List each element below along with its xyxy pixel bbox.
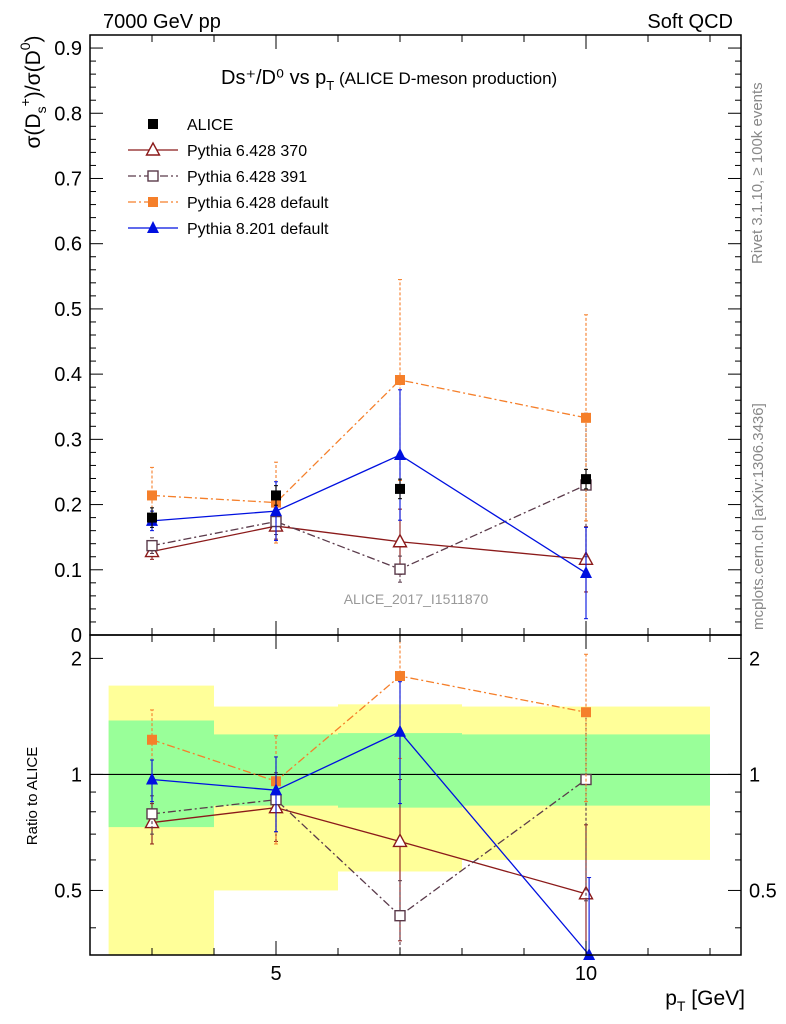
- legend-label-p370: Pythia 6.428 370: [187, 143, 307, 160]
- main-point-p8def-1: [270, 504, 282, 517]
- legend-label-p8def: Pythia 8.201 default: [187, 221, 329, 238]
- main-ytick-label: 0.1: [54, 560, 82, 582]
- main-ylabel: σ(Ds+)/σ(D0): [17, 35, 49, 148]
- legend-marker-alice: [148, 119, 158, 129]
- main-ytick-label: 0.2: [54, 495, 82, 517]
- title-sub: T: [326, 78, 334, 93]
- ratio-point-p6def-3: [581, 707, 591, 718]
- main-ytick-label: 0.6: [54, 234, 82, 256]
- main-point-p391-0: [146, 539, 158, 552]
- ratio-point-p391-2: [394, 909, 406, 922]
- legend-entry-p8def: Pythia 8.201 default: [128, 221, 329, 238]
- svg-text:σ(Ds+)/σ(D0): σ(Ds+)/σ(D0): [17, 35, 49, 148]
- main-ytick-label: 0: [71, 625, 82, 647]
- ratio-line-p370: [151, 806, 587, 895]
- ratio-ytick-label: 2: [71, 648, 82, 670]
- legend: ALICE Pythia 6.428 370 Pythia 6.428 391 Pyt…: [128, 117, 329, 238]
- ratio-point-p8def-3: [583, 948, 596, 960]
- main-point-p6def-3: [581, 412, 591, 423]
- title-main: Ds⁺/D⁰ vs p: [221, 67, 326, 89]
- main-point-p8def-2: [394, 448, 406, 460]
- legend-marker-p391: [147, 170, 159, 182]
- main-line-p8def: [151, 454, 587, 574]
- ratio-uncertainty-bands: [108, 685, 710, 955]
- main-point-p370-2: [392, 533, 408, 548]
- legend-marker-p370: [145, 141, 161, 156]
- axes-group: 0 0.1 0.2 0.3 0.4 0.5 0.6 0.7 0.8 0.9 5 10 0.5 0.5 1 1 2…: [54, 34, 777, 985]
- main-title: Ds⁺/D⁰ vs pT (ALICE D-meson production): [221, 67, 557, 93]
- mcplots-reference-label: mcplots.cern.ch [arXiv:1306.3436]: [750, 403, 767, 630]
- band-inner-0: [108, 720, 214, 828]
- analysis-watermark: ALICE_2017_I1511870: [344, 591, 489, 607]
- main-ytick-label: 0.3: [54, 429, 82, 451]
- main-series-p370: [144, 508, 594, 593]
- main-point-p391-2: [394, 563, 406, 575]
- legend-label-p391: Pythia 6.428 391: [187, 169, 307, 186]
- ratio-line-p391: [151, 778, 587, 917]
- main-line-p391: [151, 484, 587, 570]
- header-category-label: Soft QCD: [647, 11, 733, 33]
- svg-text:Ds⁺/D⁰ vs pT (ALICE D-meson pr: Ds⁺/D⁰ vs pT (ALICE D-meson production): [221, 67, 557, 93]
- svg-text:pT [GeV]: pT [GeV]: [665, 987, 745, 1014]
- main-series-p6def: [147, 279, 591, 544]
- legend-entry-alice: ALICE: [148, 117, 233, 134]
- main-series-alice: [147, 468, 591, 528]
- main-ytick-label: 0.8: [54, 103, 82, 125]
- legend-entry-p6def: Pythia 6.428 default: [128, 195, 329, 212]
- main-line-p370: [151, 525, 587, 560]
- x-axis-label: pT [GeV]: [665, 987, 745, 1014]
- ratio-xtick-label: 10: [575, 963, 597, 985]
- header-energy-label: 7000 GeV pp: [103, 11, 221, 33]
- main-series-p8def: [146, 389, 592, 620]
- main-series-p391: [146, 412, 592, 583]
- ratio-series-p8def: [146, 681, 596, 960]
- ratio-ylabel: Ratio to ALICE: [24, 747, 41, 845]
- main-ytick-label: 0.9: [54, 38, 82, 60]
- ratio-series-group: [144, 634, 596, 960]
- ratio-ytick-label-right: 2: [749, 648, 760, 670]
- ratio-point-p8def-0: [146, 772, 158, 785]
- main-point-p6def-2: [395, 375, 405, 385]
- ratio-point-p6def-0: [147, 734, 157, 745]
- main-ytick-label: 0.4: [54, 364, 82, 386]
- main-series-group: [144, 279, 594, 620]
- ratio-ytick-label: 0.5: [54, 880, 82, 902]
- main-point-alice-1: [271, 490, 281, 501]
- ratio-ytick-label-right: 1: [749, 764, 760, 786]
- ratio-frame: [89, 634, 742, 956]
- legend-entry-p391: Pythia 6.428 391: [128, 169, 307, 186]
- ratio-point-p6def-2: [395, 671, 405, 682]
- ratio-line-p8def: [151, 730, 590, 956]
- main-point-alice-3: [581, 474, 591, 485]
- legend-marker-p6def: [148, 197, 158, 207]
- ratio-line-p6def: [151, 675, 587, 782]
- ratio-point-p8def-1: [270, 783, 282, 796]
- ratio-point-p370-2: [392, 832, 408, 848]
- legend-entry-p370: Pythia 6.428 370: [128, 141, 307, 160]
- main-ytick-label: 0.7: [54, 168, 82, 190]
- legend-label-p6def: Pythia 6.428 default: [187, 195, 329, 212]
- ratio-point-p8def-2: [394, 724, 406, 737]
- main-point-p8def-3: [580, 566, 592, 579]
- title-note: (ALICE D-meson production): [339, 69, 557, 88]
- main-point-alice-2: [395, 483, 405, 494]
- ratio-xtick-label: 5: [270, 963, 281, 985]
- main-point-p6def-0: [147, 490, 157, 501]
- ratio-point-p391-0: [146, 808, 158, 820]
- main-line-p6def: [151, 379, 587, 504]
- ratio-ytick-label: 1: [71, 764, 82, 786]
- legend-marker-p8def: [147, 221, 159, 233]
- main-point-alice-0: [147, 512, 157, 523]
- rivet-version-label: Rivet 3.1.10, ≥ 100k events: [749, 82, 766, 264]
- main-ytick-label: 0.5: [54, 299, 82, 321]
- ratio-ytick-label-right: 0.5: [749, 880, 777, 902]
- legend-label-alice: ALICE: [187, 117, 233, 134]
